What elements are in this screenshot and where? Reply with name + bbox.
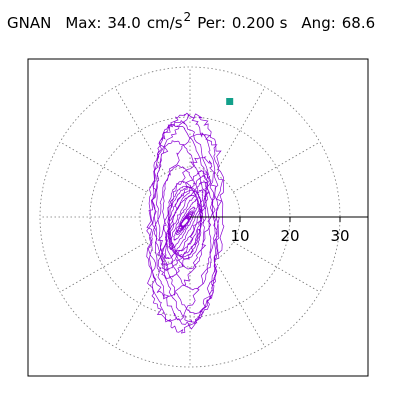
peak-marker xyxy=(226,98,234,105)
station-code: GNAN xyxy=(7,14,52,32)
max-unit-superscript: 2 xyxy=(183,10,192,24)
ang-label: Ang: xyxy=(301,14,336,32)
tick-label-30: 30 xyxy=(330,227,349,245)
grid-spoke-120 xyxy=(114,86,166,174)
grid-spoke-60 xyxy=(214,86,266,174)
grid-spoke-240 xyxy=(114,260,166,348)
grid-spoke-330 xyxy=(233,241,321,293)
grid-spoke-30 xyxy=(233,141,321,193)
max-unit: cm/s xyxy=(146,14,183,32)
grid-spoke-150 xyxy=(59,141,147,193)
radial-axis xyxy=(190,216,368,222)
grid-spoke-300 xyxy=(214,260,266,348)
max-label: Max: xyxy=(65,14,102,32)
per-label: Per: xyxy=(197,14,226,32)
radial-tick-labels: 10 20 30 xyxy=(230,227,349,245)
per-value: 0.200 s xyxy=(231,14,288,32)
chart-header: GNAN Max: 34.0 cm/s2 Per: 0.200 s Ang: 68.6 xyxy=(7,10,376,32)
orbit-trace xyxy=(146,112,225,334)
orbit-path xyxy=(146,112,225,334)
tick-label-20: 20 xyxy=(280,227,299,245)
max-value: 34.0 xyxy=(107,14,141,32)
ang-value: 68.6 xyxy=(341,14,376,32)
tick-label-10: 10 xyxy=(230,227,249,245)
grid-spoke-210 xyxy=(59,241,147,293)
